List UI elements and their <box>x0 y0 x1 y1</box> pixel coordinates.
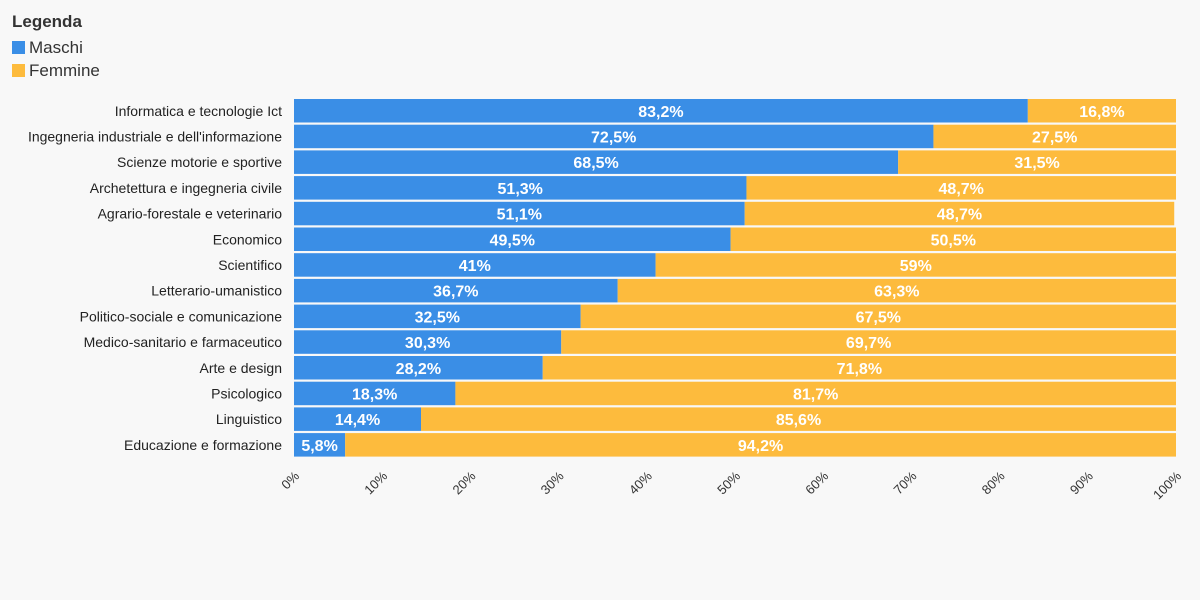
x-tick-label: 100% <box>1150 468 1184 502</box>
legend-item-femmine[interactable]: Femmine <box>12 59 100 82</box>
data-label: 94,2% <box>738 438 783 455</box>
bar-segment-femmine <box>933 124 1176 149</box>
data-label: 63,3% <box>874 284 919 301</box>
data-label: 30,3% <box>405 335 450 352</box>
category-label: Arte e design <box>200 360 283 376</box>
bar-segment-femmine <box>455 381 1176 406</box>
data-label: 59% <box>900 258 932 275</box>
data-label: 69,7% <box>846 335 891 352</box>
data-label: 50,5% <box>931 232 976 249</box>
data-label: 48,7% <box>937 207 982 224</box>
data-label: 85,6% <box>776 412 821 429</box>
bar-segment-maschi <box>294 150 899 174</box>
data-label: 32,5% <box>415 309 460 326</box>
bar-segment-maschi <box>294 253 656 277</box>
bar-segment-maschi <box>294 381 456 406</box>
legend-swatch-maschi <box>12 41 25 54</box>
data-label: 71,8% <box>837 361 882 378</box>
data-label: 49,5% <box>490 232 535 249</box>
bar-segment-maschi <box>294 176 747 200</box>
data-label: 67,5% <box>856 309 901 326</box>
bar-segment-maschi <box>294 99 1028 123</box>
bar-segment-maschi <box>294 278 618 303</box>
bar-segment-maschi <box>294 433 346 457</box>
bar-segment-femmine <box>580 304 1176 329</box>
category-label: Psicologico <box>211 385 282 401</box>
data-label: 48,7% <box>939 181 984 198</box>
legend-item-maschi[interactable]: Maschi <box>12 36 100 59</box>
bar-segment-maschi <box>294 330 562 354</box>
data-label: 16,8% <box>1079 104 1124 121</box>
category-label: Politico-sociale e comunicazione <box>80 308 283 324</box>
bar-segment-maschi <box>294 304 581 329</box>
data-label: 51,1% <box>497 207 542 224</box>
data-label: 68,5% <box>573 155 618 172</box>
bar-segment-femmine <box>730 227 1176 251</box>
x-tick-label: 50% <box>714 468 743 497</box>
data-label: 51,3% <box>498 181 543 198</box>
x-tick-label: 70% <box>891 468 920 497</box>
bar-segment-maschi <box>294 124 934 149</box>
bar-segment-femmine <box>746 176 1176 200</box>
category-label: Archetettura e ingegneria civile <box>90 180 282 196</box>
data-label: 81,7% <box>793 386 838 403</box>
legend-title: Legenda <box>12 12 82 31</box>
x-tick-label: 40% <box>626 468 655 497</box>
x-tick-label: 0% <box>278 468 302 492</box>
legend-label-femmine: Femmine <box>29 60 100 80</box>
bar-segment-femmine <box>1027 99 1176 123</box>
bar-segment-maschi <box>294 407 422 431</box>
category-label: Letterario-umanistico <box>151 283 282 299</box>
category-label: Scienze motorie e sportive <box>117 154 282 170</box>
bar-segment-femmine <box>744 201 1175 226</box>
legend-swatch-femmine <box>12 64 25 77</box>
x-tick-label: 80% <box>979 468 1008 497</box>
bar-segment-maschi <box>294 201 745 226</box>
bar-segment-maschi <box>294 227 731 251</box>
bar-segment-femmine <box>655 253 1176 277</box>
category-label: Linguistico <box>216 411 282 427</box>
x-tick-label: 60% <box>802 468 831 497</box>
bar-segment-femmine <box>542 356 1176 380</box>
category-label: Scientifico <box>218 257 282 273</box>
data-label: 36,7% <box>433 284 478 301</box>
bar-segment-femmine <box>617 278 1176 303</box>
category-label: Agrario-forestale e veterinario <box>98 206 283 222</box>
bar-segment-femmine <box>561 330 1176 354</box>
data-label: 72,5% <box>591 129 636 146</box>
data-label: 5,8% <box>301 438 337 455</box>
category-label: Medico-sanitario e farmaceutico <box>84 334 283 350</box>
category-label: Economico <box>213 231 282 247</box>
legend: Legenda Maschi Femmine <box>12 12 100 82</box>
bar-segment-femmine <box>421 407 1176 431</box>
category-label: Informatica e tecnologie Ict <box>115 103 282 119</box>
bar-segment-femmine <box>898 150 1176 174</box>
data-label: 14,4% <box>335 412 380 429</box>
x-tick-label: 90% <box>1067 468 1096 497</box>
x-tick-label: 10% <box>361 468 390 497</box>
data-label: 27,5% <box>1032 129 1077 146</box>
x-tick-label: 30% <box>538 468 567 497</box>
legend-label-maschi: Maschi <box>29 37 83 57</box>
category-label: Educazione e formazione <box>124 437 282 453</box>
bar-segment-maschi <box>294 356 543 380</box>
data-label: 18,3% <box>352 386 397 403</box>
bar-segment-femmine <box>345 433 1176 457</box>
data-label: 41% <box>459 258 491 275</box>
data-label: 31,5% <box>1014 155 1059 172</box>
data-label: 83,2% <box>638 104 683 121</box>
category-label: Ingegneria industriale e dell'informazio… <box>28 128 282 144</box>
data-label: 28,2% <box>396 361 441 378</box>
x-tick-label: 20% <box>450 468 479 497</box>
